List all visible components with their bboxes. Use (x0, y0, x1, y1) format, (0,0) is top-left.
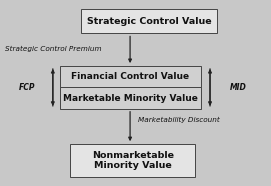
FancyBboxPatch shape (81, 9, 217, 33)
FancyBboxPatch shape (60, 66, 201, 87)
Text: Marketable Minority Value: Marketable Minority Value (63, 94, 198, 103)
Text: Nonmarketable
Minority Value: Nonmarketable Minority Value (92, 151, 174, 170)
Text: Marketability Discount: Marketability Discount (138, 117, 220, 123)
Text: Strategic Control Value: Strategic Control Value (87, 17, 211, 26)
Text: FCP: FCP (19, 83, 35, 92)
Text: Strategic Control Premium: Strategic Control Premium (5, 46, 102, 52)
Text: MID: MID (230, 83, 247, 92)
Text: Financial Control Value: Financial Control Value (71, 72, 189, 81)
FancyBboxPatch shape (60, 87, 201, 109)
FancyBboxPatch shape (70, 144, 195, 177)
